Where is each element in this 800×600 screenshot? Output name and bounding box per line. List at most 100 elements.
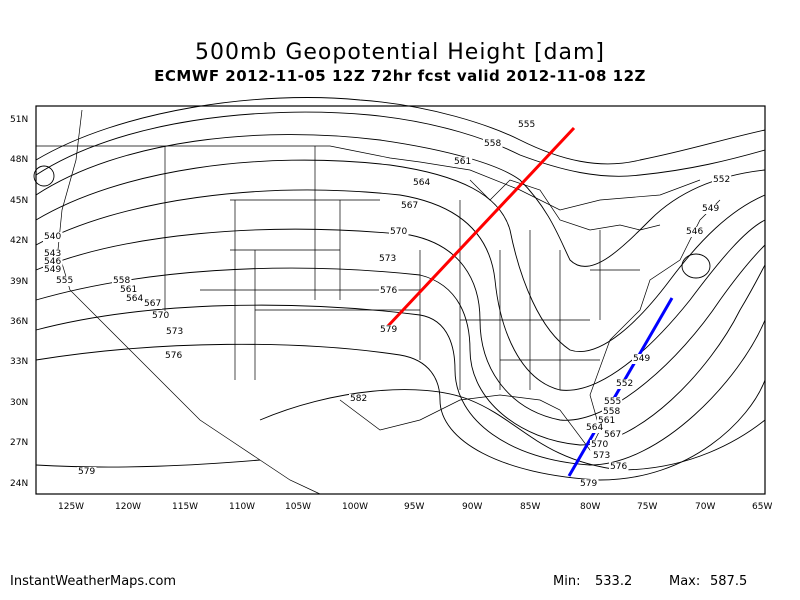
contour-line — [35, 228, 766, 421]
contour-label-bg — [43, 257, 63, 267]
contour-label: 546 — [44, 257, 61, 267]
contour-label-bg — [125, 294, 145, 304]
lon-label: 120W — [115, 502, 141, 512]
contour-label-bg — [412, 178, 432, 188]
latitude-labels: 51N 48N 45N 42N 39N 36N 33N 30N 27N 24N — [10, 115, 28, 489]
contour-label: 564 — [413, 178, 430, 188]
us-canada-border — [36, 145, 701, 211]
lon-label: 115W — [172, 502, 198, 512]
contour-label-bg — [701, 204, 721, 214]
contour-label-bg — [151, 311, 171, 321]
contour-label-bg — [43, 232, 63, 242]
contour-label: 576 — [165, 351, 182, 361]
contour-label: 579 — [380, 325, 397, 335]
contour-label: 561 — [454, 157, 471, 167]
contour-label-bg — [77, 467, 97, 477]
contour-label: 552 — [713, 175, 730, 185]
contour-line — [35, 159, 766, 352]
contour-label-bg — [603, 397, 623, 407]
contour-label-bg — [517, 120, 537, 130]
contour-label: 555 — [56, 276, 73, 286]
lon-label: 70W — [695, 502, 715, 512]
ridge-axis-line — [386, 126, 576, 328]
lat-label: 45N — [10, 196, 28, 206]
lon-label: 80W — [580, 502, 600, 512]
chart-title: 500mb Geopotential Height [dam] — [194, 40, 606, 65]
contour-line — [35, 343, 766, 481]
contour-label: 561 — [120, 285, 137, 295]
contour-label: 555 — [604, 397, 621, 407]
contour-label: 579 — [580, 479, 597, 489]
lon-label: 110W — [229, 502, 255, 512]
contour-label: 552 — [616, 379, 633, 389]
contour-label: 567 — [604, 430, 621, 440]
contour-label-bg — [43, 249, 63, 259]
lat-label: 30N — [10, 398, 28, 408]
contour-label-bg — [349, 394, 369, 404]
contour-line — [35, 134, 766, 267]
contour-label-bg — [597, 416, 617, 426]
contour-label: 582 — [350, 394, 367, 404]
contour-label: 558 — [484, 139, 501, 149]
contour-label: 579 — [78, 467, 95, 477]
contour-label: 570 — [591, 440, 608, 450]
contour-label-bg — [119, 285, 139, 295]
contour-line — [259, 389, 766, 471]
chart-subtitle: ECMWF 2012-11-05 12Z 72hr fcst valid 201… — [154, 67, 646, 85]
contour-label-bg — [585, 423, 605, 433]
lon-label: 90W — [462, 502, 482, 512]
contour-label: 570 — [390, 227, 407, 237]
contour-label: 564 — [586, 423, 603, 433]
contour-line — [35, 264, 766, 446]
height-contours — [33, 97, 766, 481]
contour-label-bg — [112, 276, 132, 286]
contour-label: 573 — [593, 451, 610, 461]
contour-label: 540 — [44, 232, 61, 242]
contour-label-bg — [712, 175, 732, 185]
lon-label: 95W — [404, 502, 424, 512]
contour-label: 546 — [686, 227, 703, 237]
contour-label: 567 — [144, 299, 161, 309]
contour-label: 573 — [379, 254, 396, 264]
contour-label: 555 — [518, 120, 535, 130]
contour-label-bg — [164, 351, 184, 361]
low-center — [681, 253, 711, 279]
contour-label-bg — [55, 276, 75, 286]
lat-label: 39N — [10, 277, 28, 287]
contour-label-bg — [609, 462, 629, 472]
lat-label: 42N — [10, 236, 28, 246]
max-value: 587.5 — [710, 574, 748, 589]
min-value: 533.2 — [595, 574, 633, 589]
great-lakes — [469, 179, 661, 231]
longitude-labels: 125W 120W 115W 110W 105W 100W 95W 90W 85… — [58, 502, 772, 512]
contour-label-bg — [400, 201, 420, 211]
contour-label: 558 — [113, 276, 130, 286]
contour-label-bg — [632, 354, 652, 364]
lon-label: 85W — [520, 502, 540, 512]
contour-label-bg — [590, 440, 610, 450]
contour-label-bg — [379, 286, 399, 296]
lon-label: 75W — [637, 502, 657, 512]
contour-line — [35, 459, 261, 468]
lat-label: 27N — [10, 438, 28, 448]
lon-label: 105W — [285, 502, 311, 512]
contour-label-bg — [378, 254, 398, 264]
lat-label: 48N — [10, 155, 28, 165]
contour-label-bg — [165, 327, 185, 337]
contour-label-bg — [579, 479, 599, 489]
west-coast — [57, 109, 171, 391]
max-label: Max: — [669, 574, 701, 589]
min-label: Min: — [553, 574, 581, 589]
contour-label: 567 — [401, 201, 418, 211]
lat-label: 24N — [10, 479, 28, 489]
contour-line — [35, 304, 766, 466]
contour-label: 549 — [633, 354, 650, 364]
lon-label: 125W — [58, 502, 84, 512]
contour-label-bg — [685, 227, 705, 237]
contour-label: 561 — [598, 416, 615, 426]
contour-label-bg — [615, 379, 635, 389]
lat-label: 33N — [10, 357, 28, 367]
contour-label: 570 — [152, 311, 169, 321]
lon-label: 65W — [752, 502, 772, 512]
